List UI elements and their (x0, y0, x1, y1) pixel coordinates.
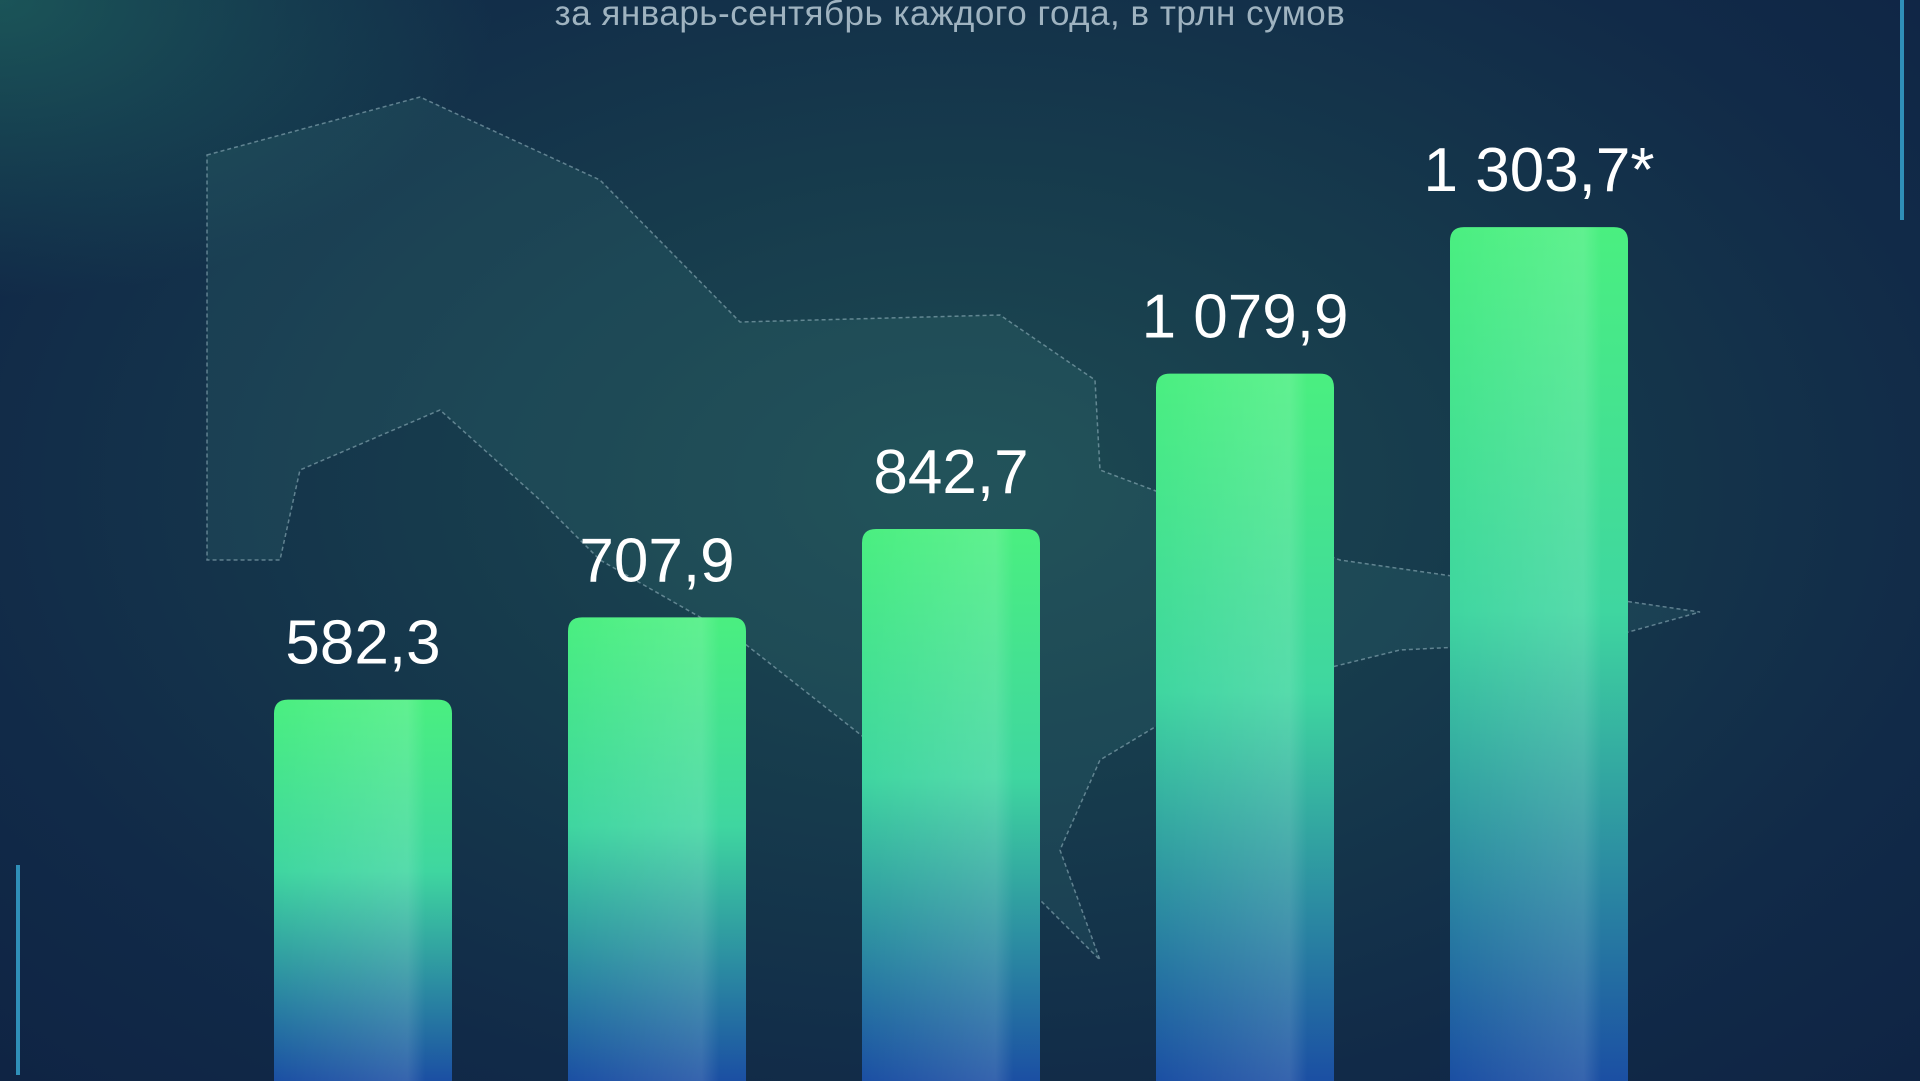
data-label-4: 1 079,9 (1142, 283, 1349, 352)
data-label-1: 582,3 (285, 609, 440, 678)
data-label-5: 1 303,7* (1424, 136, 1655, 205)
frame-corner-left (16, 865, 20, 1075)
data-label-3: 842,7 (873, 438, 1028, 507)
data-label-2: 707,9 (579, 526, 734, 595)
bar-sheen-3 (862, 529, 1040, 1081)
bar-sheen-4 (1156, 373, 1334, 1081)
bar-sheen-5 (1450, 227, 1628, 1081)
background-glow (0, 0, 500, 300)
bar-sheen-1 (274, 699, 452, 1081)
bar-sheen-2 (568, 617, 746, 1081)
chart-subtitle: за январь-сентябрь каждого года, в трлн … (554, 0, 1346, 33)
frame-corner-right (1900, 0, 1904, 220)
